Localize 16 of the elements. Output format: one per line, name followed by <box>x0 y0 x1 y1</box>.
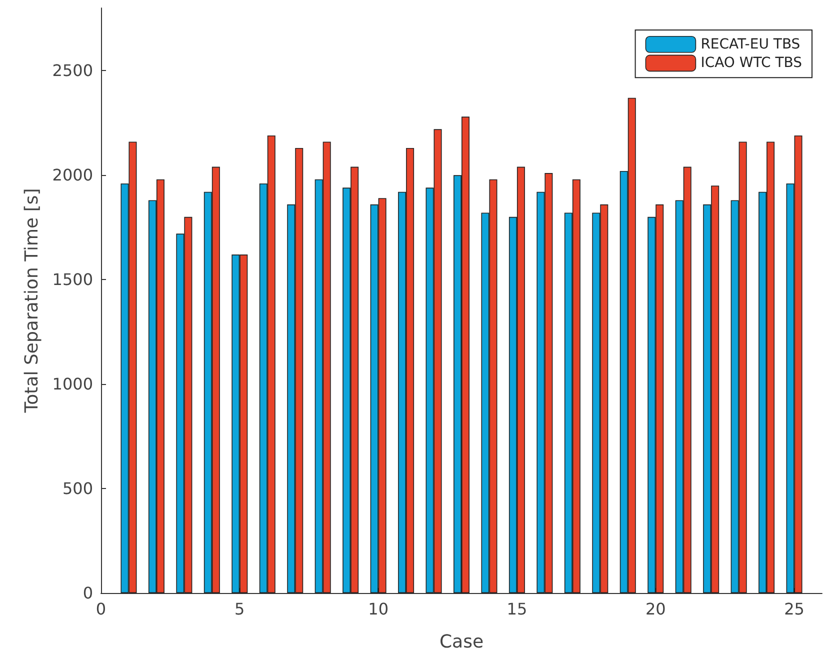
x-axis-title: Case <box>439 632 484 652</box>
legend-label: RECAT-EU TBS <box>700 36 800 52</box>
x-tick-label: 10 <box>368 600 388 618</box>
x-tick-label: 5 <box>234 600 245 618</box>
legend-label: ICAO WTC TBS <box>700 55 802 72</box>
y-axis-title: Total Separation Time [s] <box>22 188 42 414</box>
x-tick-label: 15 <box>506 600 528 618</box>
y-tick-label: 2000 <box>52 166 93 185</box>
x-tick-label: 25 <box>784 600 804 618</box>
y-tick-label: 500 <box>62 479 93 498</box>
y-tick-label: 1000 <box>52 374 93 394</box>
y-tick-label: 0 <box>82 584 93 602</box>
x-tick-label: 0 <box>96 600 106 618</box>
y-tick-label: 1500 <box>52 270 93 290</box>
y-tick-label: 2500 <box>52 61 93 80</box>
x-tick-label: 20 <box>645 600 666 618</box>
